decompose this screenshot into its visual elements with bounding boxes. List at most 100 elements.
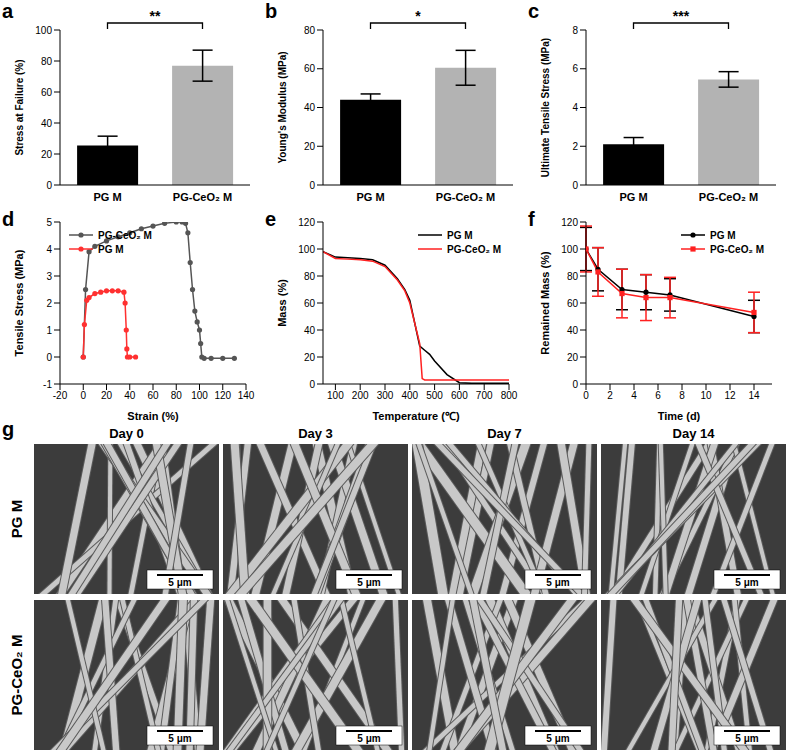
svg-text:8: 8 — [572, 25, 578, 36]
html-text:b: b — [265, 0, 278, 22]
svg-text:80: 80 — [171, 390, 183, 401]
svg-text:5: 5 — [46, 217, 52, 228]
svg-text:5 μm: 5 μm — [735, 577, 758, 588]
svg-text:PG-CeO₂ M: PG-CeO₂ M — [8, 635, 25, 716]
svg-text:Young's Modulus (MPa): Young's Modulus (MPa) — [277, 51, 288, 163]
svg-text:120: 120 — [298, 217, 315, 228]
svg-text:3: 3 — [46, 271, 52, 282]
svg-text:Ultimate Tensile Stress (MPa): Ultimate Tensile Stress (MPa) — [540, 38, 551, 177]
svg-text:100: 100 — [298, 244, 315, 255]
svg-text:120: 120 — [214, 390, 231, 401]
svg-text:PG M: PG M — [356, 191, 384, 203]
svg-text:Time (d): Time (d) — [658, 410, 701, 422]
svg-text:***: *** — [673, 8, 690, 24]
svg-text:PG-CeO₂ M: PG-CeO₂ M — [436, 191, 495, 203]
svg-text:80: 80 — [41, 56, 53, 67]
svg-text:Strain (%): Strain (%) — [127, 410, 179, 422]
html-text:Day 14: Day 14 — [672, 426, 715, 441]
svg-text:100: 100 — [561, 244, 578, 255]
svg-text:6: 6 — [655, 390, 661, 401]
svg-text:4: 4 — [631, 390, 637, 401]
svg-text:Mass (%): Mass (%) — [276, 279, 288, 327]
svg-text:20: 20 — [567, 352, 579, 363]
svg-text:2: 2 — [46, 298, 52, 309]
svg-text:60: 60 — [567, 298, 579, 309]
svg-text:10: 10 — [700, 390, 712, 401]
svg-text:40: 40 — [41, 118, 53, 129]
svg-text:12: 12 — [724, 390, 736, 401]
svg-text:-1: -1 — [43, 379, 52, 390]
svg-text:5 μm: 5 μm — [546, 577, 569, 588]
svg-text:20: 20 — [304, 141, 316, 152]
svg-text:100: 100 — [191, 390, 208, 401]
svg-text:4: 4 — [46, 244, 52, 255]
svg-text:20: 20 — [304, 352, 316, 363]
svg-text:60: 60 — [304, 63, 316, 74]
svg-text:4: 4 — [572, 102, 578, 113]
svg-text:PG-CeO₂ M: PG-CeO₂ M — [173, 191, 232, 203]
svg-text:200: 200 — [352, 390, 369, 401]
svg-text:0: 0 — [572, 180, 578, 191]
svg-text:5 μm: 5 μm — [168, 733, 191, 744]
svg-text:0: 0 — [46, 352, 52, 363]
svg-text:80: 80 — [304, 25, 316, 36]
svg-text:40: 40 — [567, 325, 579, 336]
svg-text:0: 0 — [46, 180, 52, 191]
svg-text:14: 14 — [748, 390, 760, 401]
svg-text:0: 0 — [583, 390, 589, 401]
svg-text:100: 100 — [327, 390, 344, 401]
svg-text:40: 40 — [304, 325, 316, 336]
html-text:PG-CeO₂ M: PG-CeO₂ M — [98, 229, 152, 241]
svg-text:Temperature (℃): Temperature (℃) — [372, 410, 460, 422]
svg-text:60: 60 — [304, 298, 316, 309]
svg-text:500: 500 — [426, 390, 443, 401]
svg-text:60: 60 — [41, 87, 53, 98]
svg-text:0: 0 — [309, 379, 315, 390]
svg-text:5 μm: 5 μm — [546, 733, 569, 744]
svg-text:40: 40 — [124, 390, 136, 401]
svg-text:40: 40 — [304, 102, 316, 113]
svg-text:PG M: PG M — [8, 500, 25, 538]
svg-text:5 μm: 5 μm — [735, 733, 758, 744]
svg-text:PG M: PG M — [93, 191, 121, 203]
svg-text:0: 0 — [309, 180, 315, 191]
svg-text:80: 80 — [304, 271, 316, 282]
html-text:Day 0: Day 0 — [109, 426, 144, 441]
svg-text:6: 6 — [572, 63, 578, 74]
svg-text:PG-CeO₂ M: PG-CeO₂ M — [699, 191, 758, 203]
svg-text:20: 20 — [41, 149, 53, 160]
svg-text:0: 0 — [80, 390, 86, 401]
html-text:g: g — [2, 418, 15, 440]
svg-text:Tensile Stress (MPa): Tensile Stress (MPa) — [13, 249, 25, 356]
svg-text:8: 8 — [679, 390, 685, 401]
svg-text:5 μm: 5 μm — [168, 577, 191, 588]
html-text:a: a — [2, 0, 14, 22]
svg-text:**: ** — [150, 8, 161, 24]
svg-text:Remained Mass (%): Remained Mass (%) — [539, 251, 551, 355]
svg-text:400: 400 — [401, 390, 418, 401]
svg-text:*: * — [415, 8, 421, 24]
svg-text:-20: -20 — [53, 390, 68, 401]
svg-text:20: 20 — [101, 390, 113, 401]
svg-text:2: 2 — [572, 141, 578, 152]
svg-text:300: 300 — [377, 390, 394, 401]
svg-text:140: 140 — [238, 390, 255, 401]
svg-text:100: 100 — [35, 25, 52, 36]
svg-text:0: 0 — [572, 379, 578, 390]
svg-text:60: 60 — [147, 390, 159, 401]
svg-text:PG M: PG M — [619, 191, 647, 203]
html-text:Day 3: Day 3 — [298, 426, 333, 441]
svg-text:600: 600 — [451, 390, 468, 401]
html-text:c: c — [528, 0, 540, 22]
html-text:Day 7: Day 7 — [487, 426, 522, 441]
svg-text:1: 1 — [46, 325, 52, 336]
html-text:d: d — [2, 208, 15, 230]
svg-text:5 μm: 5 μm — [357, 577, 380, 588]
svg-text:700: 700 — [476, 390, 493, 401]
svg-text:80: 80 — [567, 271, 579, 282]
svg-text:5 μm: 5 μm — [357, 733, 380, 744]
svg-text:2: 2 — [607, 390, 613, 401]
svg-text:Stress at Failure (%): Stress at Failure (%) — [14, 59, 25, 155]
svg-text:120: 120 — [561, 217, 578, 228]
svg-text:800: 800 — [501, 390, 518, 401]
